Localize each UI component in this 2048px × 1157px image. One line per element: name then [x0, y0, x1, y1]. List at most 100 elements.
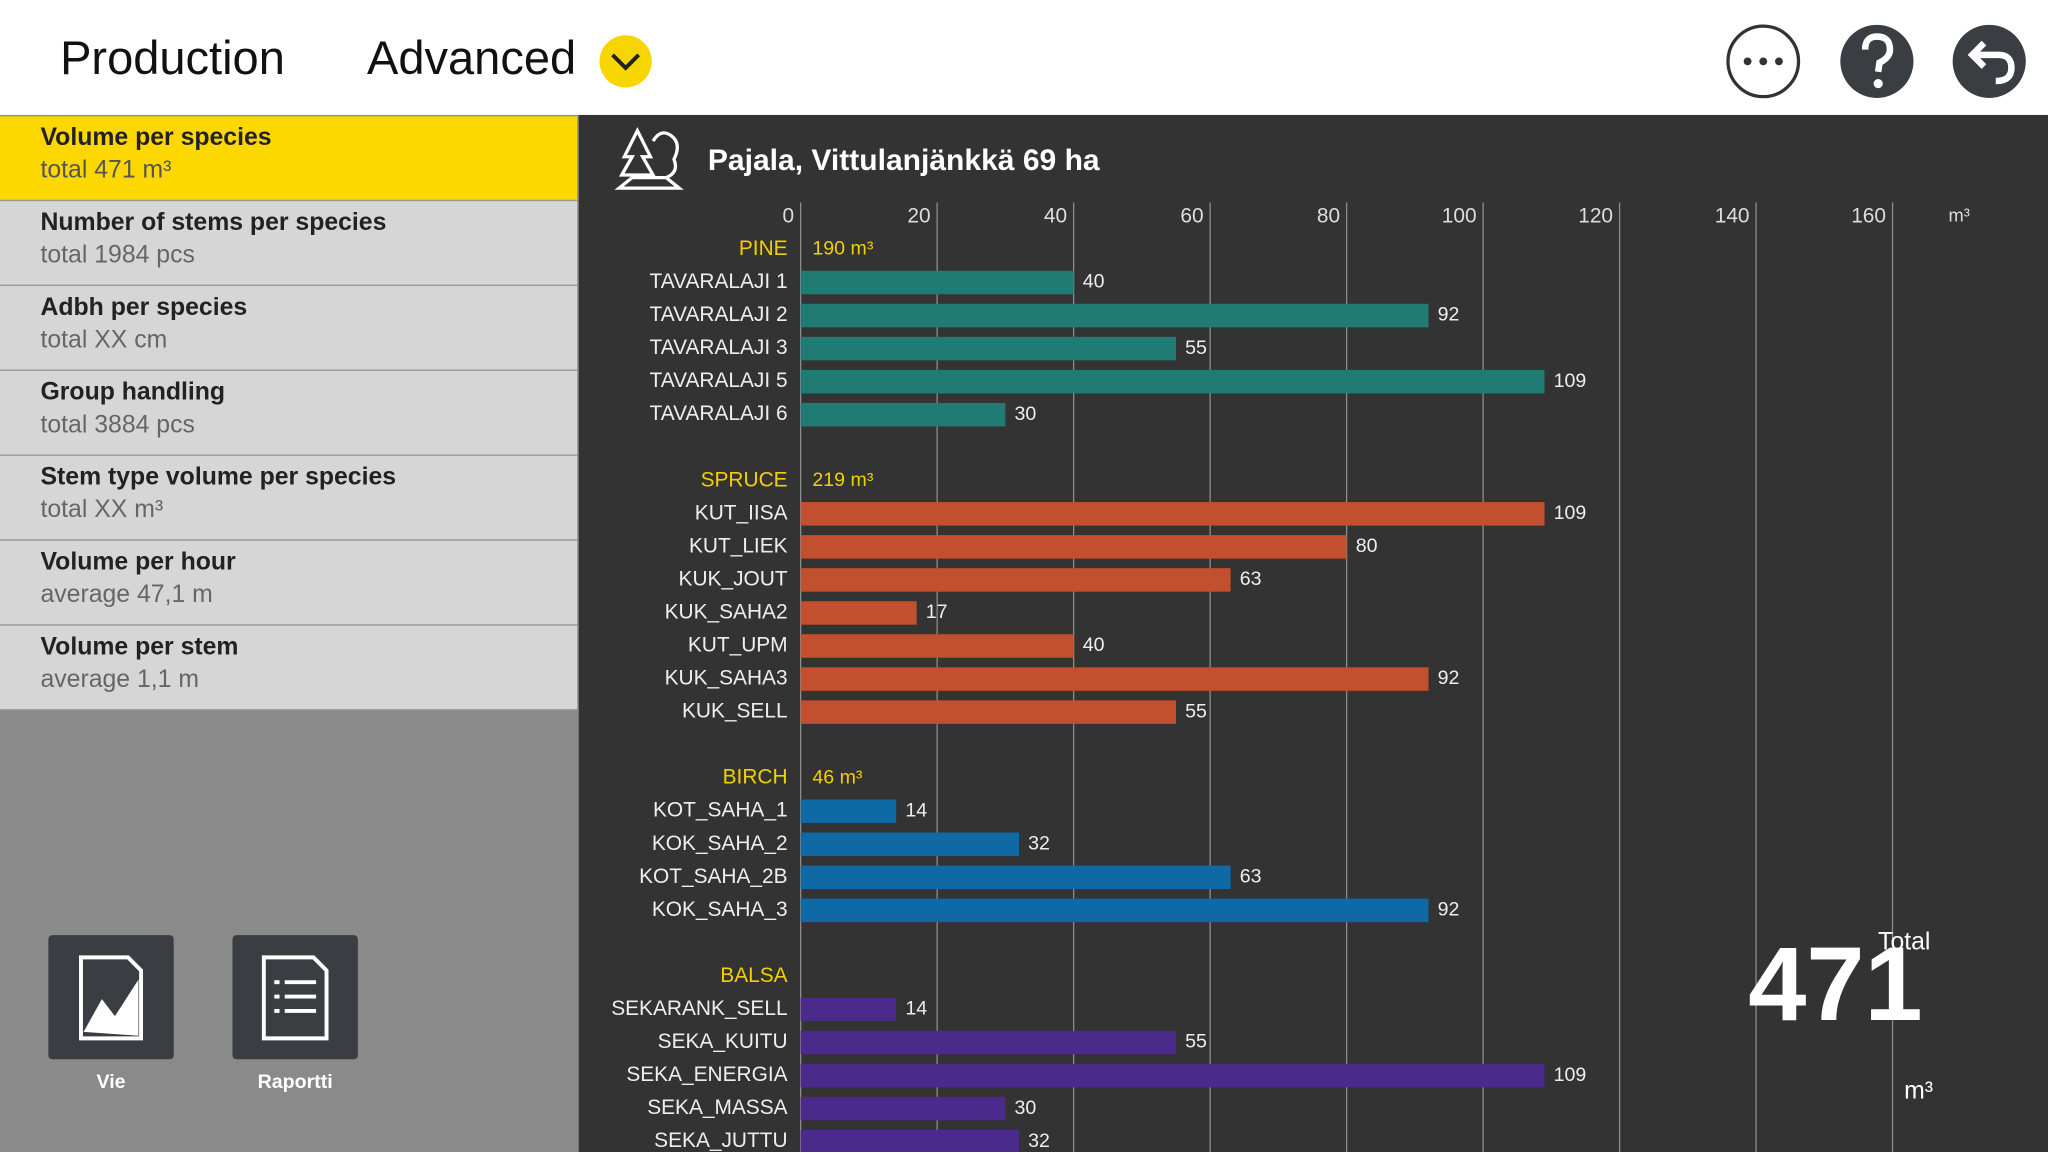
bar — [800, 634, 1074, 658]
group-total: 219 m³ — [812, 469, 873, 491]
menu-item[interactable] — [0, 455, 578, 540]
forest-icon — [614, 126, 684, 190]
category-label: TAVARALAJI 1 — [650, 270, 788, 293]
total-value: 471 — [1748, 926, 1922, 1043]
category-label: KUK_JOUT — [679, 567, 788, 590]
bar — [800, 1063, 1545, 1088]
category-label: TAVARALAJI 5 — [650, 369, 788, 392]
value-label: 63 — [1240, 865, 1262, 887]
bar — [800, 502, 1545, 526]
category-label: SEKA_JUTTU — [654, 1129, 787, 1152]
category-label: KOT_SAHA_1 — [653, 799, 788, 822]
bar — [800, 568, 1231, 592]
value-label: 40 — [1083, 271, 1105, 293]
category-label: KUK_SAHA3 — [665, 667, 788, 690]
chart-title: Pajala, Vittulanjänkkä 69 ha — [708, 144, 1100, 177]
export-button[interactable] — [48, 935, 174, 1060]
category-label: KUT_LIEK — [689, 534, 788, 557]
bar — [800, 369, 1545, 394]
bar — [800, 601, 917, 625]
bar — [800, 997, 897, 1022]
category-label: SEKA_MASSA — [647, 1096, 787, 1119]
bar — [800, 1129, 1020, 1154]
report-button[interactable] — [232, 935, 358, 1060]
bar — [800, 667, 1429, 691]
menu-item-title: Number of stems per species — [40, 209, 386, 236]
category-label: TAVARALAJI 2 — [650, 303, 788, 326]
help-button[interactable] — [1840, 24, 1914, 98]
mode-dropdown[interactable] — [599, 35, 652, 88]
category-label: KUK_SAHA2 — [665, 600, 788, 623]
menu-item[interactable] — [0, 540, 578, 625]
group-name: PINE — [739, 237, 788, 260]
value-label: 17 — [926, 601, 948, 623]
menu-item[interactable] — [0, 116, 578, 200]
group-total: 190 m³ — [812, 238, 873, 260]
category-label: KOK_SAHA_2 — [652, 832, 788, 855]
category-label: SEKA_ENERGIA — [626, 1063, 787, 1086]
group-name: BIRCH — [723, 766, 788, 789]
header-bar — [0, 0, 2048, 115]
export-label: Vie — [96, 1071, 125, 1093]
value-label: 30 — [1015, 1097, 1037, 1119]
value-label: 32 — [1028, 832, 1050, 854]
value-label: 55 — [1185, 700, 1207, 722]
value-label: 109 — [1554, 502, 1587, 524]
bar — [800, 402, 1006, 427]
x-tick-label: 40 — [1044, 204, 1067, 227]
value-label: 14 — [905, 998, 927, 1020]
bar — [800, 832, 1020, 857]
bar — [800, 1096, 1006, 1121]
menu-item-title: Adbh per species — [40, 294, 247, 321]
menu-item-subtitle: total XX cm — [40, 326, 167, 353]
category-label: SEKA_KUITU — [658, 1030, 788, 1053]
group-name: SPRUCE — [701, 468, 788, 491]
value-label: 55 — [1185, 1031, 1207, 1053]
bar — [800, 865, 1231, 890]
menu-item-title: Stem type volume per species — [40, 464, 396, 491]
x-tick-label: 60 — [1180, 204, 1203, 227]
category-label: KUT_IISA — [695, 501, 788, 524]
category-label: KOK_SAHA_3 — [652, 898, 788, 921]
x-tick-label: 160 — [1851, 204, 1886, 227]
value-label: 92 — [1438, 304, 1460, 326]
menu-item-subtitle: total XX m³ — [40, 496, 163, 523]
value-label: 80 — [1356, 535, 1378, 557]
menu-item[interactable] — [0, 201, 578, 285]
category-label: KOT_SAHA_2B — [639, 865, 788, 888]
mode-selector[interactable]: Advanced — [367, 31, 576, 84]
menu-item-title: Volume per hour — [40, 548, 236, 575]
group-total: 46 m³ — [812, 766, 863, 788]
page-title: Production — [60, 31, 285, 84]
bar — [800, 303, 1429, 328]
bar — [800, 270, 1074, 295]
menu-item[interactable] — [0, 286, 578, 370]
value-label: 92 — [1438, 667, 1460, 689]
menu-item-subtitle: total 471 m³ — [40, 157, 171, 184]
menu-item[interactable] — [0, 370, 578, 455]
x-tick-label: 140 — [1715, 204, 1750, 227]
x-tick-label: 100 — [1442, 204, 1477, 227]
menu-item-subtitle: average 47,1 m — [40, 581, 212, 608]
back-button[interactable] — [1952, 24, 2026, 98]
category-label: KUK_SELL — [682, 700, 788, 723]
category-label: TAVARALAJI 3 — [650, 336, 788, 359]
group-name: BALSA — [720, 964, 787, 987]
value-label: 30 — [1015, 403, 1037, 425]
value-label: 32 — [1028, 1130, 1050, 1152]
menu-item[interactable] — [0, 625, 578, 710]
total-unit: m³ — [1904, 1077, 1933, 1104]
value-label: 92 — [1438, 899, 1460, 921]
category-label: KUT_UPM — [688, 634, 788, 657]
more-button[interactable] — [1726, 24, 1801, 99]
menu-item-subtitle: total 3884 pcs — [40, 411, 194, 438]
menu-item-title: Volume per species — [40, 124, 271, 151]
bar — [800, 700, 1176, 724]
x-tick-label: 120 — [1578, 204, 1613, 227]
menu-item-subtitle: total 1984 pcs — [40, 242, 194, 269]
bar — [800, 1030, 1176, 1055]
value-label: 55 — [1185, 337, 1207, 359]
report-label: Raportti — [258, 1071, 333, 1093]
